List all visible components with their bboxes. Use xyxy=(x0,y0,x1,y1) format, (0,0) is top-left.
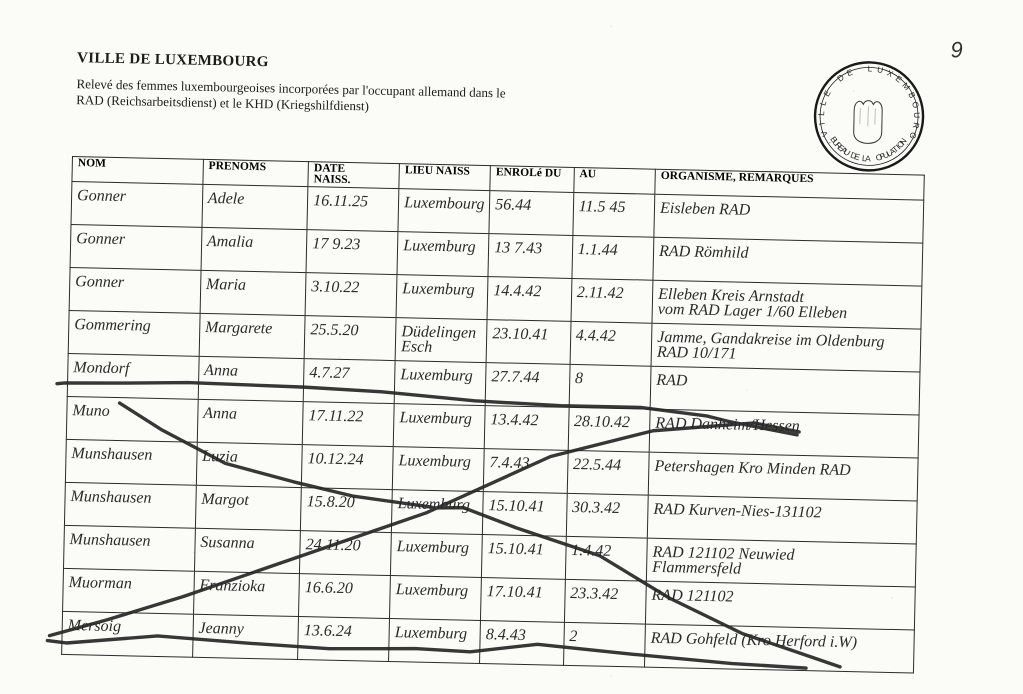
svg-text:R: R xyxy=(911,122,922,130)
svg-text:E: E xyxy=(845,67,855,79)
svg-text:L: L xyxy=(868,63,873,73)
svg-text:U: U xyxy=(876,64,884,75)
svg-text:B: B xyxy=(906,90,918,100)
svg-text:V: V xyxy=(819,129,830,138)
svg-text:A: A xyxy=(865,153,871,163)
svg-text:X: X xyxy=(885,68,895,80)
svg-text:G: G xyxy=(907,131,919,141)
svg-text:I: I xyxy=(816,122,826,126)
svg-text:O: O xyxy=(910,100,921,109)
svg-text:E: E xyxy=(821,88,833,98)
svg-text:U: U xyxy=(912,112,922,119)
svg-text:L: L xyxy=(816,110,826,116)
svg-text:E: E xyxy=(853,151,862,162)
